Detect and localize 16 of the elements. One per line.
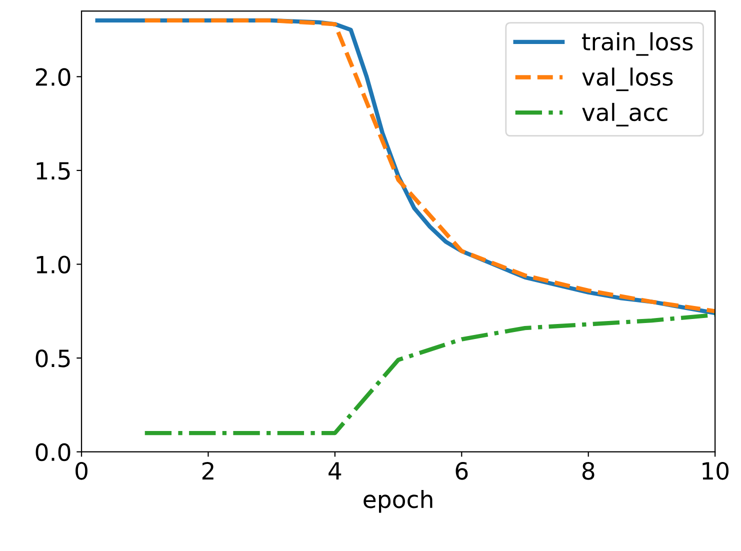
x-axis-title: epoch bbox=[364, 490, 432, 513]
legend-label: train_loss bbox=[582, 32, 693, 56]
y-tick-label: 1.0 bbox=[36, 256, 70, 274]
x-tick-label: 2 bbox=[202, 462, 214, 480]
y-tick-label: 2.0 bbox=[36, 68, 70, 86]
legend-label: val_acc bbox=[582, 102, 668, 126]
x-tick-label: 4 bbox=[328, 462, 342, 480]
y-tick-label: 0.5 bbox=[36, 349, 70, 368]
y-tick-label: 1.5 bbox=[36, 162, 70, 180]
line-series bbox=[142, 312, 716, 436]
x-tick-label: 6 bbox=[456, 462, 468, 480]
x-tick-label: 8 bbox=[582, 462, 594, 480]
y-tick-label: 0.0 bbox=[36, 443, 70, 462]
legend-label: val_loss bbox=[582, 68, 673, 92]
x-tick-label: 10 bbox=[702, 462, 729, 480]
x-tick-label: 0 bbox=[76, 462, 88, 480]
